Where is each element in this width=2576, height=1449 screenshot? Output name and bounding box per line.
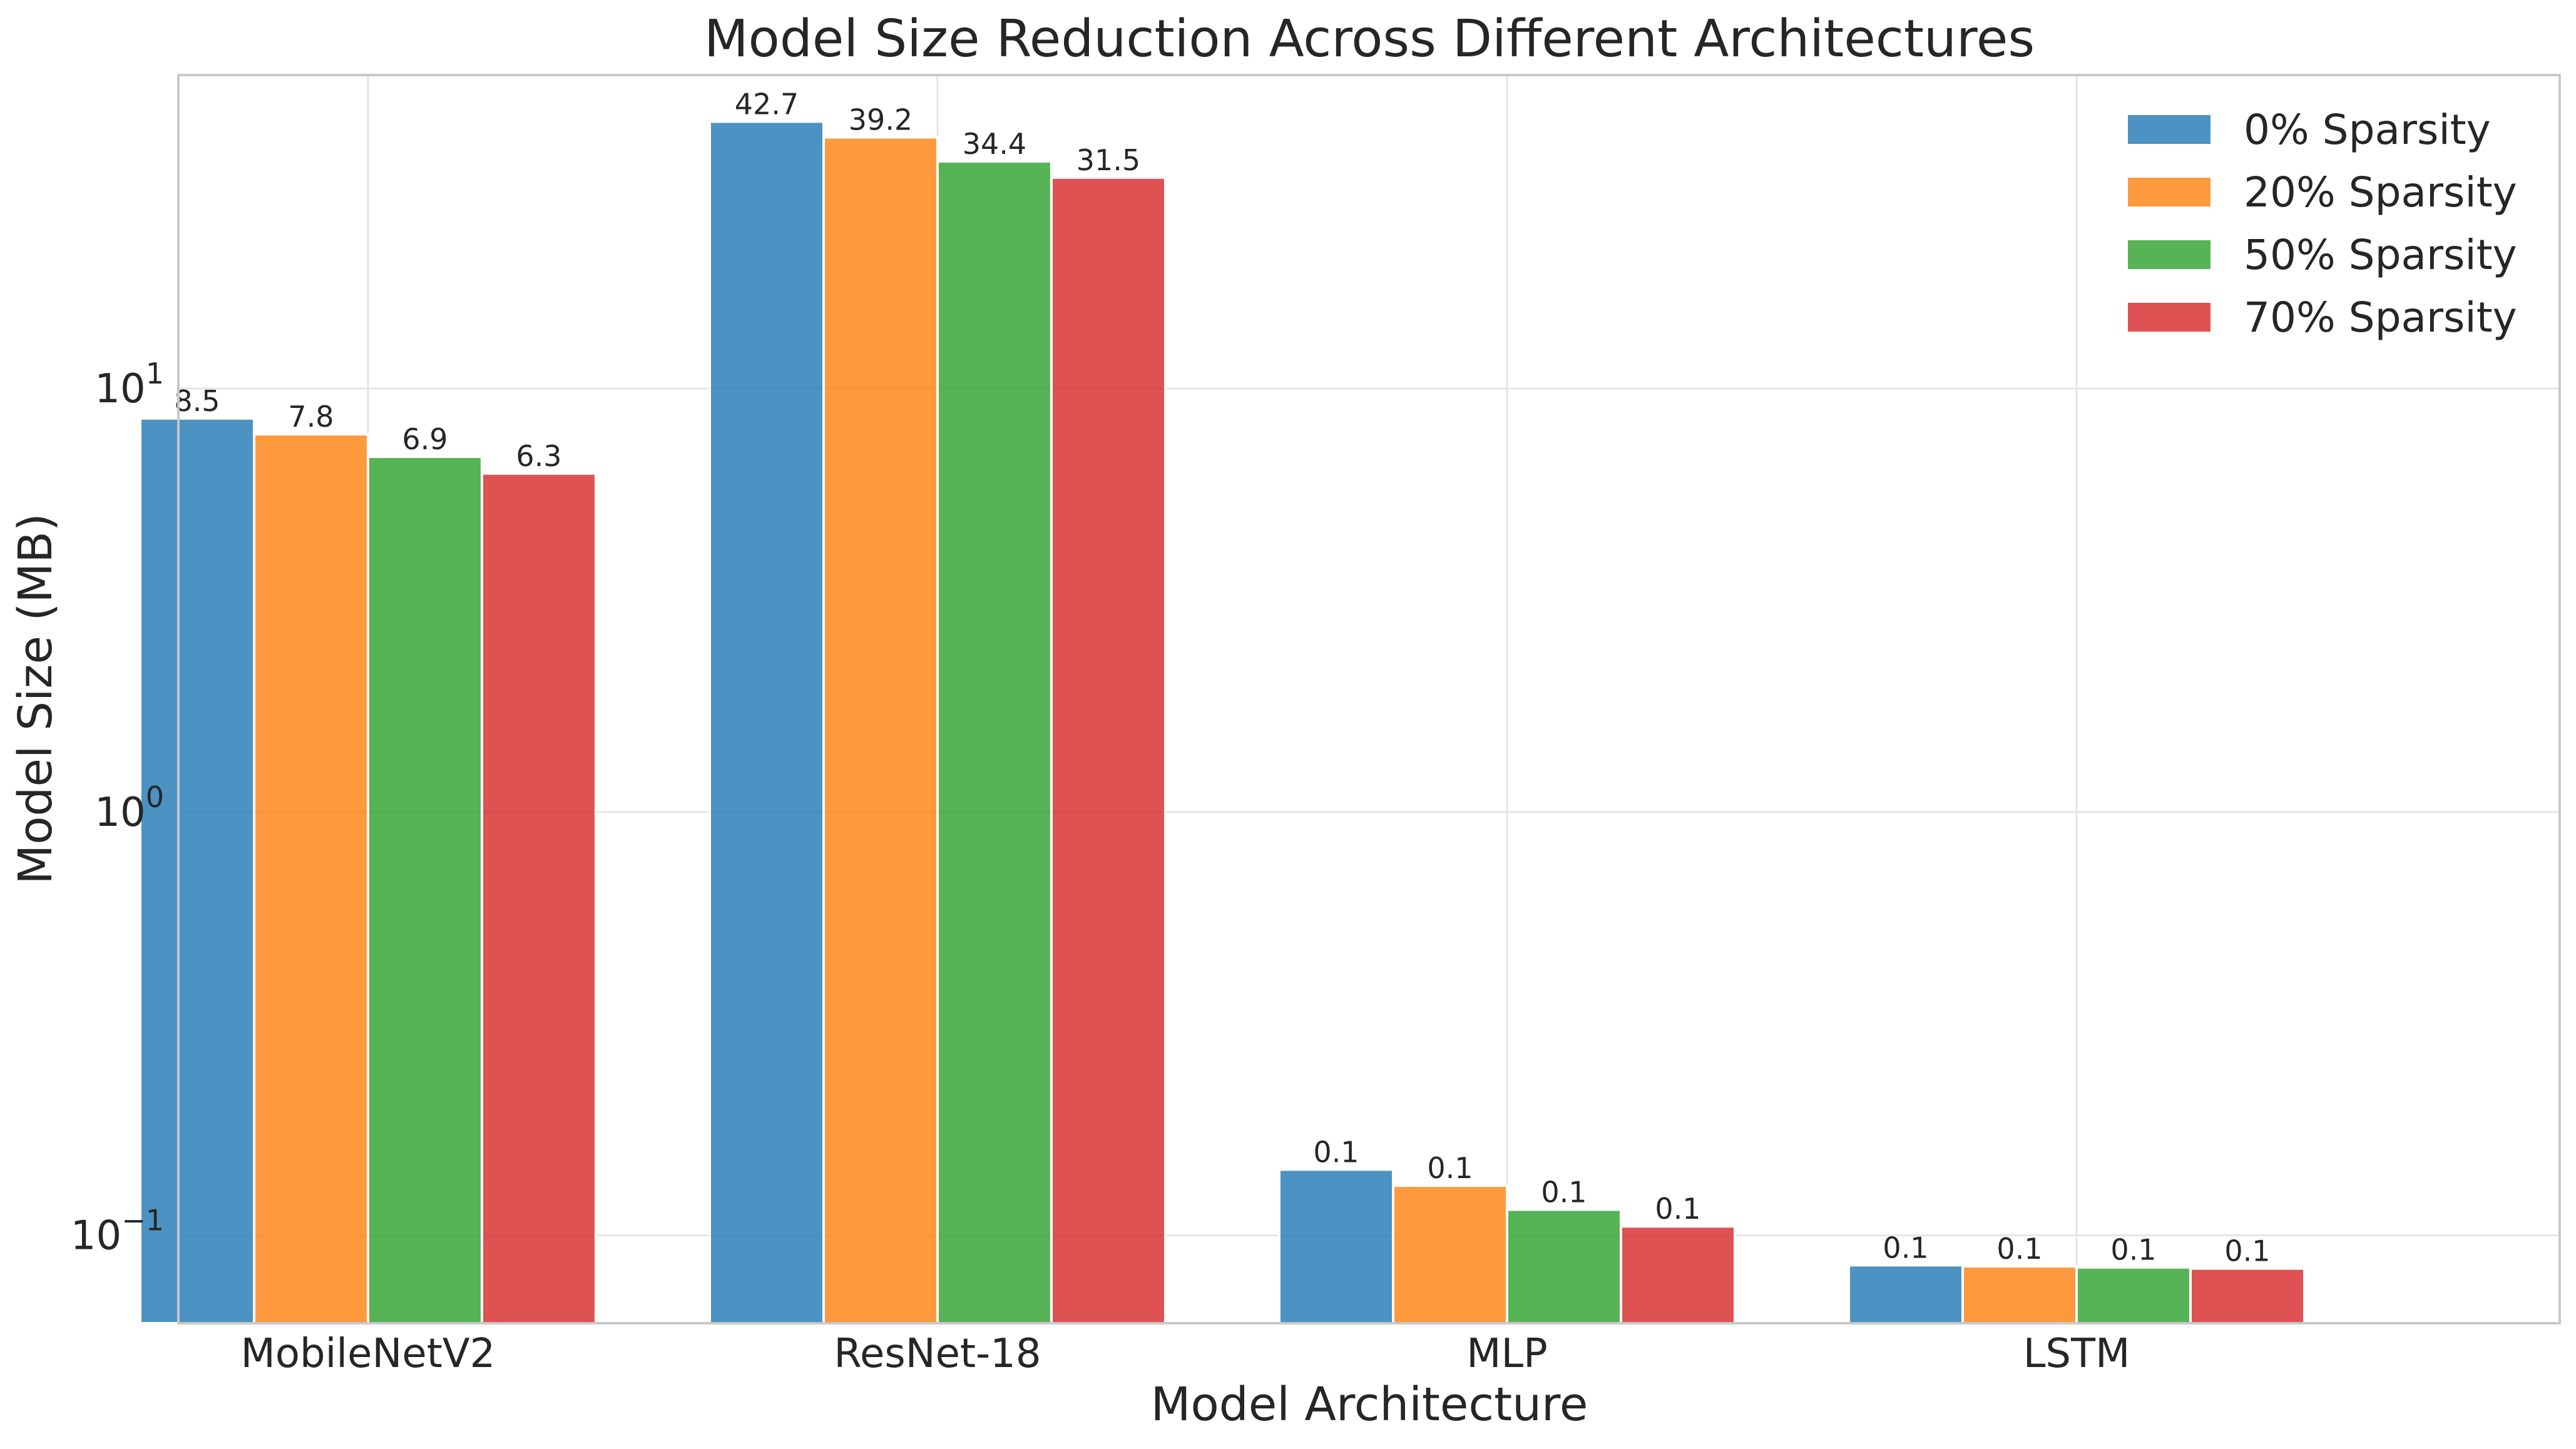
data-label-3-0: 6.3	[516, 439, 561, 473]
data-labels: 8.5 42.7 0.1 0.1 7.8 39.2 0.1 0.1 6.9 34.4 0.1 0.1 6…	[174, 87, 2270, 1268]
legend-label-3: 70% Sparsity	[2244, 293, 2517, 342]
y-tick-label: 10−1	[71, 1204, 164, 1259]
data-label-1-2: 0.1	[1427, 1151, 1473, 1185]
bar-0-0	[139, 417, 255, 1324]
y-tick-label: 101	[95, 357, 164, 412]
bar-3-2	[1620, 1225, 1736, 1325]
data-label-2-2: 0.1	[1541, 1175, 1587, 1209]
bar-3-0	[481, 472, 597, 1324]
bar-3-3	[2189, 1267, 2306, 1324]
bar-1-1	[822, 136, 939, 1325]
x-tick-label-3: LSTM	[2023, 1331, 2130, 1377]
legend-label-0: 0% Sparsity	[2244, 106, 2491, 154]
y-axis-ticks: 10−1 100 101	[71, 357, 164, 1259]
plot-frame	[177, 74, 2561, 1324]
legend-label-2: 50% Sparsity	[2244, 231, 2517, 279]
legend-swatch-1	[2128, 178, 2211, 206]
bar-2-0	[367, 455, 483, 1324]
x-axis-label: Model Architecture	[1151, 1378, 1588, 1431]
data-label-1-0: 7.8	[288, 400, 334, 434]
legend-swatch-0	[2128, 115, 2211, 144]
data-label-0-3: 0.1	[1883, 1231, 1928, 1264]
legend: 0% Sparsity 20% Sparsity 50% Sparsity 70% S…	[2128, 106, 2517, 342]
data-label-2-0: 6.9	[402, 422, 447, 456]
x-tick-label-2: MLP	[1466, 1331, 1547, 1377]
y-tick-label: 100	[95, 780, 164, 836]
bar-0-3	[1848, 1264, 1964, 1325]
bar-2-2	[1506, 1208, 1622, 1324]
y-axis-label: Model Size (MB)	[9, 513, 63, 884]
bar-1-2	[1392, 1184, 1508, 1325]
x-axis-ticks: MobileNetV2 ResNet-18 MLP LSTM	[241, 1331, 2130, 1377]
data-label-2-3: 0.1	[2110, 1233, 2156, 1267]
bar-1-3	[1961, 1265, 2078, 1324]
data-label-0-1: 42.7	[735, 87, 799, 121]
bar-1-0	[253, 433, 369, 1324]
data-label-3-2: 0.1	[1655, 1192, 1700, 1226]
bars	[139, 120, 2306, 1325]
x-tick-label-0: MobileNetV2	[241, 1331, 496, 1377]
chart-title: Model Size Reduction Across Different Ar…	[704, 9, 2035, 69]
legend-swatch-3	[2128, 303, 2211, 332]
bar-2-3	[2075, 1266, 2192, 1324]
data-label-0-0: 8.5	[174, 384, 220, 418]
data-label-0-2: 0.1	[1313, 1135, 1359, 1169]
bar-0-1	[708, 120, 825, 1324]
data-label-3-3: 0.1	[2224, 1234, 2270, 1268]
legend-swatch-2	[2128, 240, 2211, 269]
bar-0-2	[1278, 1168, 1394, 1324]
data-label-2-1: 34.4	[963, 127, 1026, 161]
bar-3-1	[1050, 176, 1167, 1324]
data-label-3-1: 31.5	[1076, 143, 1140, 177]
bar-2-1	[936, 160, 1053, 1325]
legend-label-1: 20% Sparsity	[2244, 168, 2517, 216]
x-tick-label-1: ResNet-18	[834, 1331, 1041, 1377]
data-label-1-3: 0.1	[1996, 1232, 2042, 1266]
data-label-1-1: 39.2	[849, 103, 912, 137]
